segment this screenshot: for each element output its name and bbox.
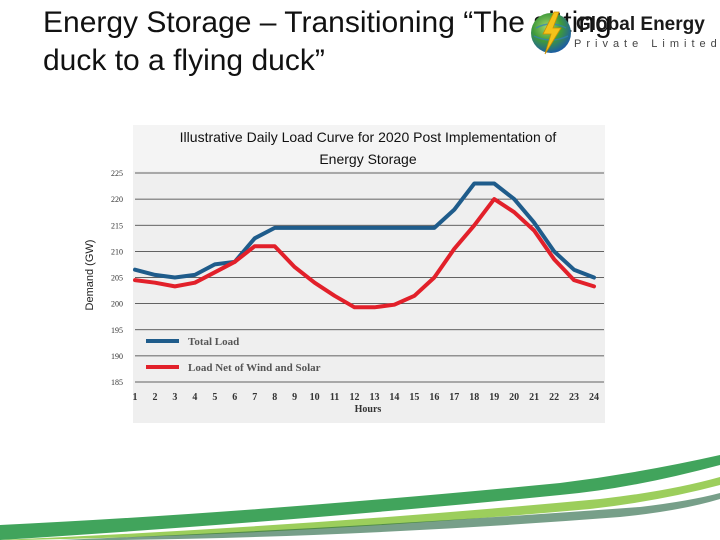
load-curve-chart: Illustrative Daily Load Curve for 2020 P… [84,125,605,423]
y-tick-label: 195 [111,326,123,335]
x-axis-label: Hours [355,404,382,415]
x-tick-label: 7 [252,392,257,403]
swoosh-dark [60,493,720,540]
grid-lines [135,172,604,383]
y-tick-labels: 185 190 195 200 205 210 215 220 225 [111,169,123,387]
x-tick-label: 11 [330,392,339,403]
decorative-swoosh [0,455,720,540]
x-tick-label: 12 [350,392,360,403]
swoosh-lime [0,477,720,540]
x-tick-label: 23 [569,392,579,403]
y-tick-label: 210 [111,247,123,256]
data-series [133,181,596,310]
x-tick-label: 3 [172,392,177,403]
x-tick-label: 13 [369,392,379,403]
x-tick-label: 21 [529,392,539,403]
swoosh-green [0,455,720,540]
y-tick-label: 205 [111,274,123,283]
y-tick-label: 190 [111,352,123,361]
chart-title-line: Energy Storage [319,151,416,167]
logo-name: Global Energy [576,14,705,35]
x-tick-label: 10 [310,392,320,403]
x-tick-label: 18 [469,392,479,403]
logo-subtitle: Private Limited [574,38,720,50]
y-tick-label: 225 [111,169,123,178]
series-line [133,197,596,310]
y-tick-label: 185 [111,378,123,387]
company-logo: Global Energy Private Limited [528,8,717,58]
slide-title: Energy Storage – Transitioning “The sitt… [43,6,612,77]
chart-title: Illustrative Daily Load Curve for 2020 P… [180,129,557,167]
y-tick-label: 200 [111,300,123,309]
x-tick-label: 16 [429,392,439,403]
x-tick-label: 6 [232,392,237,403]
x-tick-label: 9 [292,392,297,403]
x-tick-label: 20 [509,392,519,403]
x-tick-label: 19 [489,392,499,403]
x-tick-label: 15 [409,392,419,403]
x-tick-label: 1 [133,392,138,403]
series-line [133,181,596,280]
x-tick-label: 2 [152,392,157,403]
x-tick-labels: 1 2 3 4 5 6 7 8 9 10 11 12 13 14 15 16 17 18 19 20 21 22 23 24 [133,392,600,403]
x-tick-label: 14 [389,392,399,403]
x-tick-label: 5 [212,392,217,403]
chart-legend: Total Load Load Net of Wind and Solar [146,336,321,374]
x-tick-label: 4 [192,392,197,403]
y-tick-label: 220 [111,195,123,204]
x-tick-label: 24 [589,392,599,403]
legend-label: Total Load [188,336,239,348]
y-tick-label: 215 [111,221,123,230]
y-axis-label: Demand (GW) [84,240,96,311]
x-tick-label: 22 [549,392,559,403]
x-tick-label: 8 [272,392,277,403]
legend-label: Load Net of Wind and Solar [188,362,321,374]
chart-title-background [133,125,605,171]
globe-lightning-icon [531,11,571,55]
chart-title-line: Illustrative Daily Load Curve for 2020 P… [180,129,557,145]
x-tick-label: 17 [449,392,459,403]
